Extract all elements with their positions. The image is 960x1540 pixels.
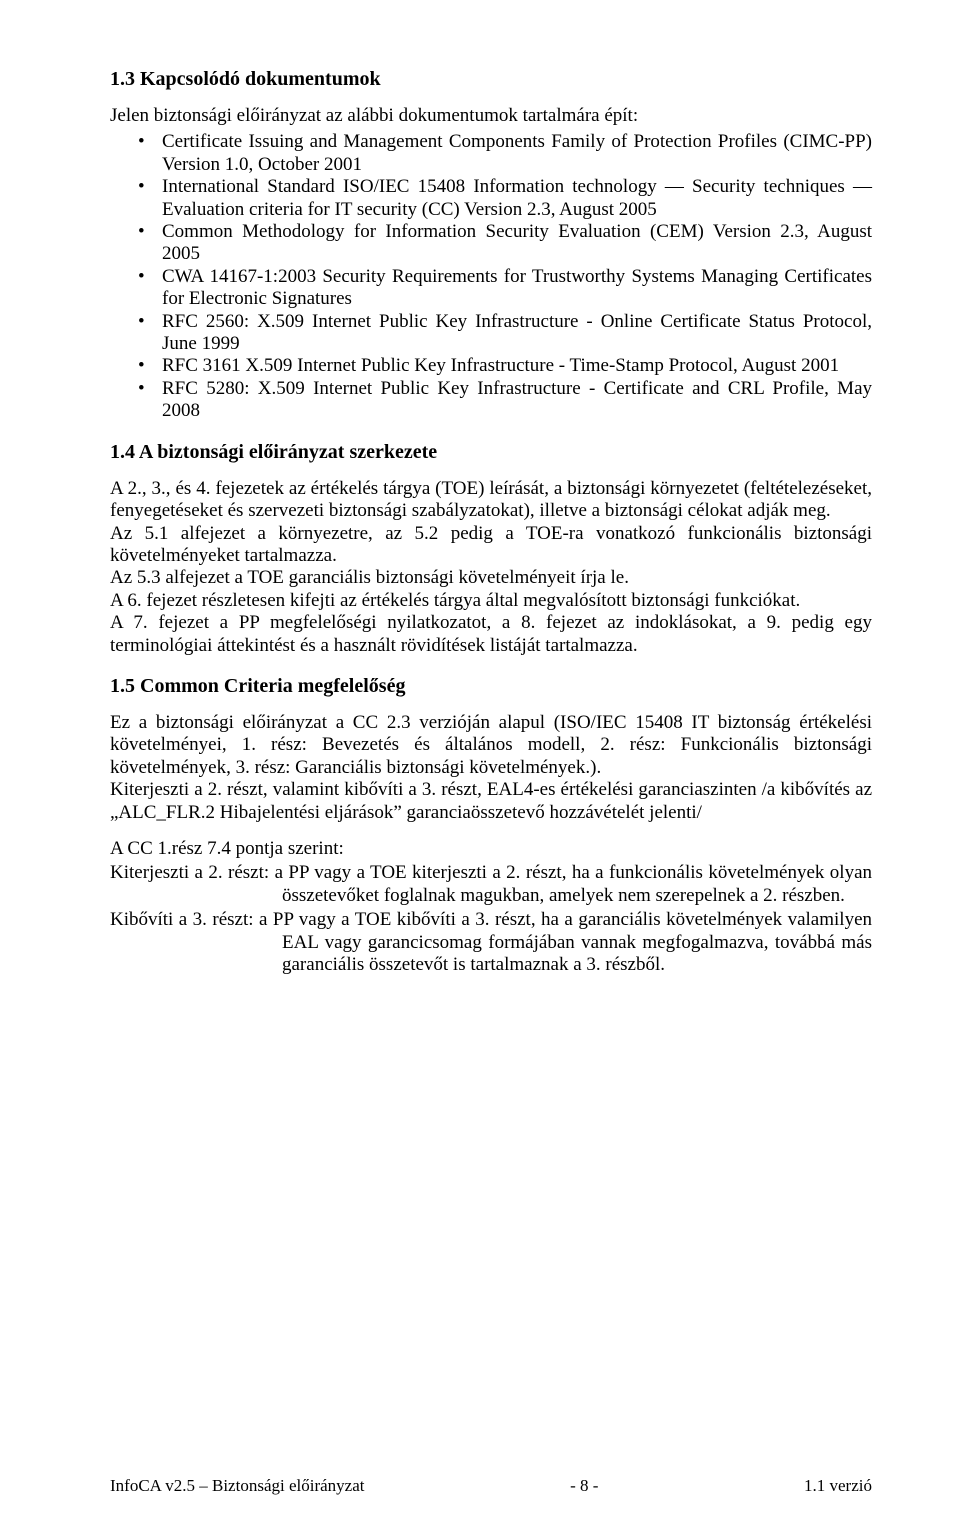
section-1-4-heading: 1.4 A biztonsági előirányzat szerkezete [110,441,872,464]
list-item: Certificate Issuing and Management Compo… [110,131,872,176]
list-item: CWA 14167-1:2003 Security Requirements f… [110,266,872,311]
paragraph: A 2., 3., és 4. fejezetek az értékelés t… [110,478,872,521]
list-item: RFC 5280: X.509 Internet Public Key Infr… [110,378,872,423]
footer-page-number: - 8 - [570,1476,598,1496]
cc-extend-label: Kiterjeszti a 2. részt: [110,862,269,883]
section-1-5-body: Ez a biztonsági előirányzat a CC 2.3 ver… [110,712,872,824]
section-1-3-intro: Jelen biztonsági előirányzat az alábbi d… [110,105,872,127]
paragraph: Kiterjeszti a 2. részt, valamint kibővít… [110,779,872,822]
cc-extend-body: a PP vagy a TOE kiterjeszti a 2. részt, … [275,862,872,905]
paragraph: Az 5.1 alfejezet a környezetre, az 5.2 p… [110,523,872,566]
paragraph: Az 5.3 alfejezet a TOE garanciális bizto… [110,567,629,588]
page-footer: InfoCA v2.5 – Biztonsági előirányzat - 8… [110,1476,872,1496]
paragraph: A 6. fejezet részletesen kifejti az érté… [110,590,800,611]
footer-version: 1.1 verzió [804,1476,872,1496]
cc-extend-clause: Kiterjeszti a 2. részt: a PP vagy a TOE … [110,862,872,907]
cc-expand-body: a PP vagy a TOE kibővíti a 3. részt, ha … [259,909,872,975]
section-1-3-list: Certificate Issuing and Management Compo… [110,131,872,422]
footer-left: InfoCA v2.5 – Biztonsági előirányzat [110,1476,364,1496]
list-item: RFC 3161 X.509 Internet Public Key Infra… [110,355,872,377]
list-item: RFC 2560: X.509 Internet Public Key Infr… [110,311,872,356]
list-item: International Standard ISO/IEC 15408 Inf… [110,176,872,221]
cc-expand-clause: Kibővíti a 3. részt: a PP vagy a TOE kib… [110,909,872,976]
cc-intro: A CC 1.rész 7.4 pontja szerint: [110,838,872,860]
paragraph: A 7. fejezet a PP megfelelőségi nyilatko… [110,612,872,655]
cc-expand-label: Kibővíti a 3. részt: [110,909,254,930]
paragraph: Ez a biztonsági előirányzat a CC 2.3 ver… [110,712,872,778]
section-1-4-body: A 2., 3., és 4. fejezetek az értékelés t… [110,478,872,657]
section-1-3-heading: 1.3 Kapcsolódó dokumentumok [110,68,872,91]
section-1-5-heading: 1.5 Common Criteria megfelelőség [110,675,872,698]
list-item: Common Methodology for Information Secur… [110,221,872,266]
document-page: 1.3 Kapcsolódó dokumentumok Jelen bizton… [0,0,960,1540]
